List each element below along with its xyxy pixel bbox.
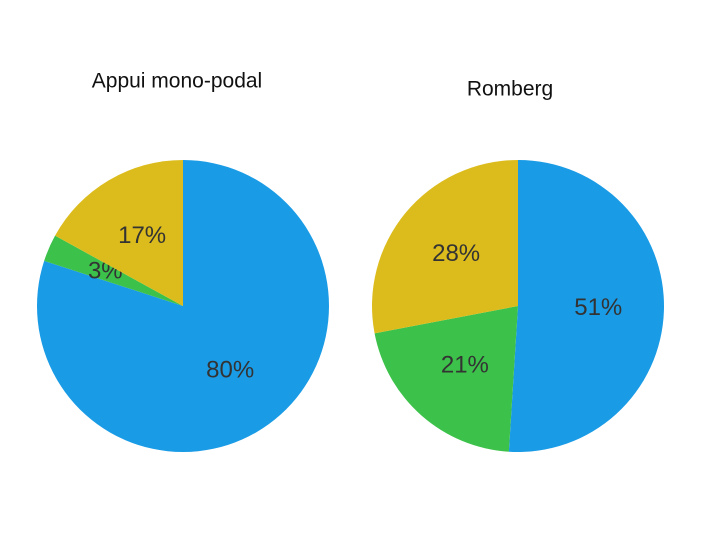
pie-slice (55, 160, 184, 306)
data-label: 17% (118, 222, 166, 249)
pie-slice (508, 160, 665, 452)
pie-slice (374, 306, 518, 452)
pie-slice (372, 160, 518, 334)
pie-slice (44, 235, 183, 306)
data-label: 51% (574, 294, 622, 321)
chart-title: Romberg (467, 78, 553, 101)
data-label: 28% (432, 240, 480, 267)
data-label: 80% (206, 356, 254, 383)
chart-title: Appui mono-podal (92, 70, 262, 93)
data-label: 21% (441, 352, 489, 379)
